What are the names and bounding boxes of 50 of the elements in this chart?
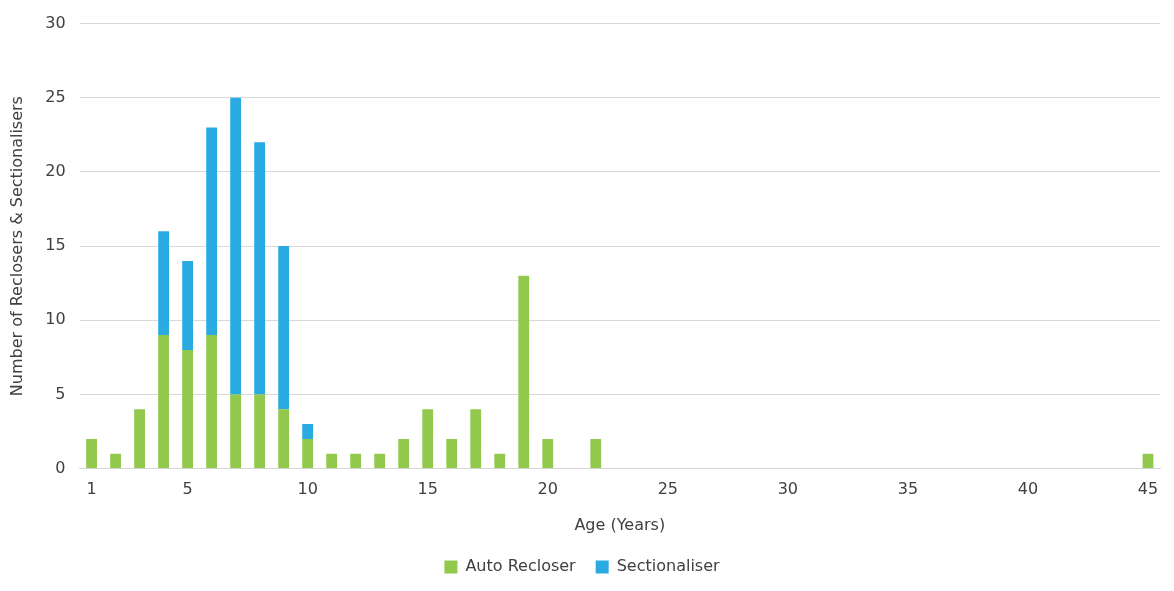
bar bbox=[86, 438, 97, 469]
bar bbox=[254, 394, 266, 469]
bar bbox=[182, 260, 194, 350]
x-tick-label: 40 bbox=[1017, 479, 1039, 499]
bar bbox=[278, 246, 290, 410]
bar bbox=[182, 349, 194, 469]
bar bbox=[134, 409, 145, 469]
x-tick-label: 1 bbox=[86, 479, 97, 499]
bar bbox=[518, 275, 530, 469]
x-axis-title: Age (Years) bbox=[574, 514, 666, 534]
y-tick-label: 5 bbox=[55, 383, 66, 403]
x-tick-label: 25 bbox=[657, 479, 678, 499]
bar bbox=[230, 97, 242, 395]
bar bbox=[230, 394, 242, 469]
bar bbox=[350, 453, 362, 469]
x-tick-label: 5 bbox=[182, 479, 193, 499]
y-tick-label: 20 bbox=[45, 161, 66, 181]
x-tick-label: 35 bbox=[897, 479, 919, 499]
bar bbox=[158, 231, 169, 336]
bar bbox=[398, 438, 410, 469]
x-tick-label: 45 bbox=[1137, 479, 1159, 499]
bar bbox=[422, 409, 434, 469]
bar bbox=[206, 127, 218, 336]
bar bbox=[542, 438, 554, 469]
bar bbox=[302, 424, 314, 439]
bar bbox=[158, 335, 169, 469]
bar bbox=[374, 453, 386, 469]
bar bbox=[470, 409, 482, 469]
x-tick-label: 10 bbox=[297, 479, 318, 499]
bar bbox=[278, 409, 290, 469]
bar bbox=[254, 142, 266, 395]
y-axis-title: Number of Reclosers & Sectionalisers bbox=[6, 96, 26, 397]
bar bbox=[590, 438, 602, 469]
x-tick-label: 20 bbox=[537, 479, 558, 499]
bar bbox=[326, 453, 338, 469]
y-tick-label: 30 bbox=[45, 12, 66, 32]
bar bbox=[302, 438, 314, 469]
y-tick-label: 25 bbox=[45, 86, 66, 106]
x-tick-label: 15 bbox=[417, 479, 438, 499]
bar bbox=[206, 335, 218, 469]
legend-label: Sectionaliser bbox=[616, 556, 720, 576]
bar bbox=[1142, 453, 1154, 469]
y-tick-label: 15 bbox=[45, 235, 66, 255]
legend-label: Auto Recloser bbox=[465, 556, 577, 576]
y-tick-label: 0 bbox=[55, 457, 66, 477]
x-tick-label: 30 bbox=[777, 479, 799, 499]
bar bbox=[110, 453, 121, 469]
bar bbox=[446, 438, 458, 469]
y-tick-label: 10 bbox=[45, 309, 66, 329]
bar bbox=[494, 453, 506, 469]
